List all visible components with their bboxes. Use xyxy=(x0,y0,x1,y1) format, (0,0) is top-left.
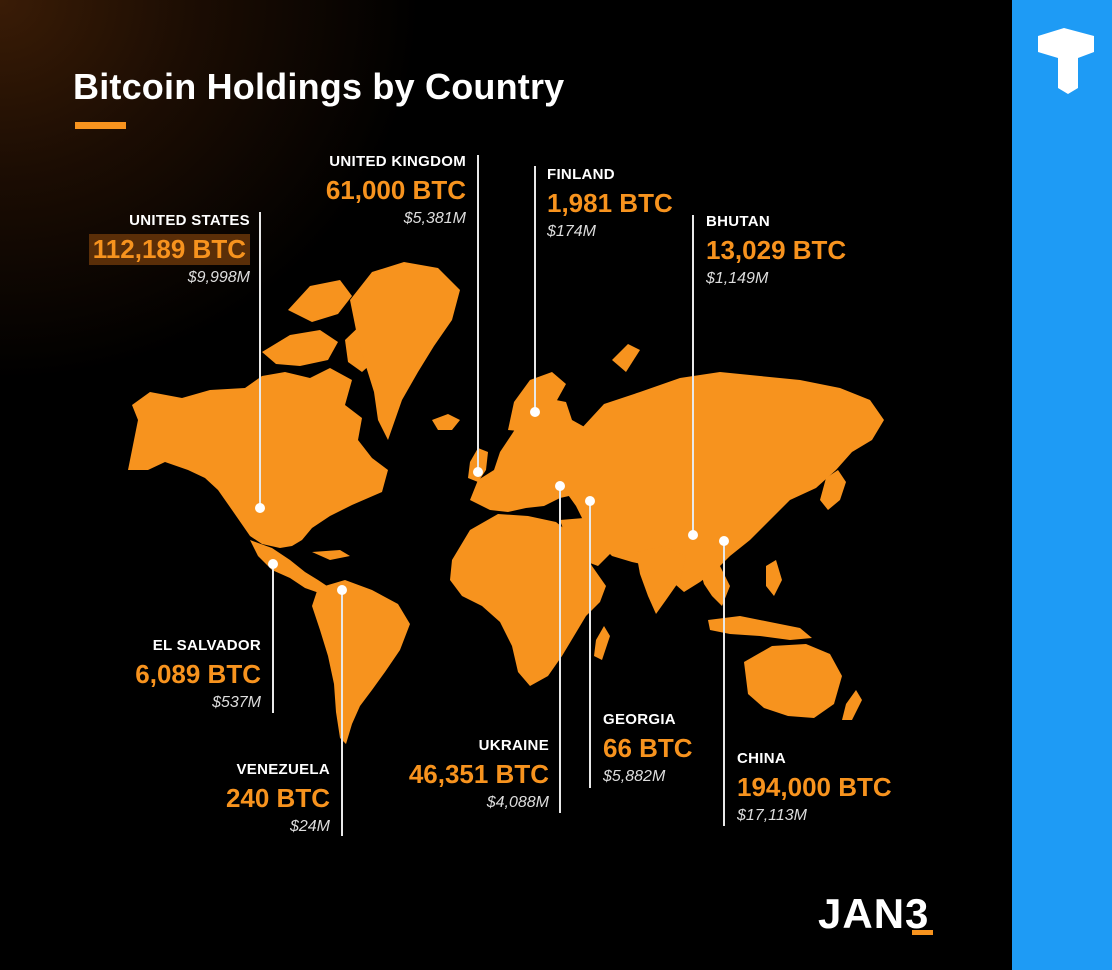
dot-ukraine xyxy=(555,481,565,491)
new-zealand-shape xyxy=(842,690,862,720)
india-shape xyxy=(636,546,686,614)
leader-lines xyxy=(259,155,725,836)
btc-amount: 6,089 BTC xyxy=(135,659,261,689)
usd-value: $174M xyxy=(547,223,596,240)
usd-value: $5,882M xyxy=(603,768,666,785)
jan3-logo: JAN3 xyxy=(818,890,930,937)
label-bhutan: BHUTAN 13,029 BTC $1,149M xyxy=(706,213,846,288)
se-asia-shape xyxy=(700,566,730,606)
label-ukraine: UKRAINE 46,351 BTC $4,088M xyxy=(409,737,549,812)
indonesia-shape xyxy=(708,616,812,640)
philippines-shape xyxy=(766,560,782,596)
continents xyxy=(128,262,884,744)
usd-value: $4,088M xyxy=(486,794,549,811)
dot-china xyxy=(719,536,729,546)
africa-shape xyxy=(450,514,606,686)
infographic-canvas: Bitcoin Holdings by Country UNITED STATE… xyxy=(0,0,1012,970)
country-name: UKRAINE xyxy=(478,737,549,754)
dot-venezuela xyxy=(337,585,347,595)
greenland-shape xyxy=(350,262,460,440)
t-logo-icon xyxy=(1038,28,1094,94)
usd-value: $24M xyxy=(289,818,330,835)
country-name: GEORGIA xyxy=(603,711,676,728)
arabia-shape xyxy=(560,518,612,566)
usd-value: $1,149M xyxy=(706,270,769,287)
btc-amount: 61,000 BTC xyxy=(325,175,466,205)
arctic-islands-shape xyxy=(262,330,338,366)
country-name: CHINA xyxy=(737,750,786,767)
label-venezuela: VENEZUELA 240 BTC $24M xyxy=(226,761,330,836)
label-georgia: GEORGIA 66 BTC $5,882M xyxy=(603,711,693,786)
label-united-states: UNITED STATES 112,189 BTC $9,998M xyxy=(88,212,250,287)
btc-amount: 46,351 BTC xyxy=(408,759,549,789)
side-band xyxy=(1012,0,1112,970)
country-name: UNITED KINGDOM xyxy=(329,153,466,170)
btc-amount-highlight: 112,189 BTC xyxy=(88,234,250,265)
australia-shape xyxy=(744,644,842,718)
japan-shape xyxy=(820,470,846,510)
scandinavia-shape xyxy=(508,372,566,432)
btc-amount: 1,981 BTC xyxy=(547,188,673,218)
label-finland: FINLAND 1,981 BTC $174M xyxy=(547,166,673,241)
south-america-shape xyxy=(312,580,410,744)
dot-georgia xyxy=(585,496,595,506)
page-title: Bitcoin Holdings by Country xyxy=(73,66,565,107)
btc-amount: 112,189 BTC xyxy=(88,234,250,265)
label-united-kingdom: UNITED KINGDOM 61,000 BTC $5,381M xyxy=(326,153,466,228)
central-america-shape xyxy=(250,540,330,594)
dot-el-salvador xyxy=(268,559,278,569)
caribbean-shape xyxy=(312,550,350,560)
dot-united-states xyxy=(255,503,265,513)
btc-amount: 66 BTC xyxy=(603,733,693,763)
usd-value: $537M xyxy=(212,694,261,711)
btc-amount: 240 BTC xyxy=(225,783,330,813)
label-el-salvador: EL SALVADOR 6,089 BTC $537M xyxy=(135,637,261,712)
label-china: CHINA 194,000 BTC $17,113M xyxy=(737,750,892,825)
dot-finland xyxy=(530,407,540,417)
btc-amount: 194,000 BTC xyxy=(737,772,892,802)
country-name: VENEZUELA xyxy=(236,761,330,778)
iceland-shape xyxy=(432,414,460,430)
usd-value: $5,381M xyxy=(403,210,466,227)
usd-value: $9,998M xyxy=(187,269,250,286)
country-name: FINLAND xyxy=(547,166,615,183)
btc-amount: 13,029 BTC xyxy=(706,235,847,265)
dot-bhutan xyxy=(688,530,698,540)
asia-shape xyxy=(560,372,884,592)
country-name: UNITED STATES xyxy=(129,212,250,229)
arctic-islands-2-shape xyxy=(288,280,352,322)
novaya-zemlya-shape xyxy=(612,344,640,372)
north-america-shape xyxy=(128,368,388,548)
country-name: EL SALVADOR xyxy=(152,637,261,654)
world-map xyxy=(128,155,884,836)
location-dots xyxy=(255,407,729,595)
dot-united-kingdom xyxy=(473,467,483,477)
madagascar-shape xyxy=(594,626,610,660)
country-name: BHUTAN xyxy=(706,213,771,230)
jan3-logo-underline xyxy=(912,930,933,935)
usd-value: $17,113M xyxy=(737,807,807,824)
title-underline xyxy=(75,122,126,129)
